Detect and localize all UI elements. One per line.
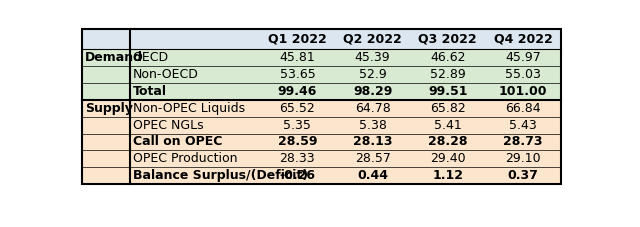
Text: -0.26: -0.26 xyxy=(280,169,316,182)
Text: 52.89: 52.89 xyxy=(430,68,466,81)
Bar xyxy=(129,116,561,133)
Text: 5.43: 5.43 xyxy=(509,118,537,131)
Bar xyxy=(81,29,561,184)
Text: 66.84: 66.84 xyxy=(505,102,541,115)
Text: 53.65: 53.65 xyxy=(280,68,316,81)
Text: 5.35: 5.35 xyxy=(284,118,311,131)
Text: 0.37: 0.37 xyxy=(508,169,538,182)
Text: 52.9: 52.9 xyxy=(358,68,387,81)
Text: 5.41: 5.41 xyxy=(434,118,461,131)
Text: 5.38: 5.38 xyxy=(358,118,387,131)
Text: Supply: Supply xyxy=(84,102,132,115)
Text: Call on OPEC: Call on OPEC xyxy=(132,136,222,148)
Text: 28.59: 28.59 xyxy=(278,136,317,148)
Text: Non-OECD: Non-OECD xyxy=(132,68,198,81)
Bar xyxy=(129,151,561,167)
Text: 0.44: 0.44 xyxy=(357,169,388,182)
Text: 28.33: 28.33 xyxy=(280,152,316,165)
Text: 101.00: 101.00 xyxy=(499,85,547,98)
Bar xyxy=(129,167,561,184)
Bar xyxy=(129,66,561,83)
Text: Total: Total xyxy=(132,85,166,98)
Text: OPEC Production: OPEC Production xyxy=(132,152,237,165)
Bar xyxy=(129,100,561,116)
Text: 98.29: 98.29 xyxy=(353,85,392,98)
Text: 28.57: 28.57 xyxy=(355,152,390,165)
Text: Q4 2022: Q4 2022 xyxy=(493,32,552,45)
Text: Q1 2022: Q1 2022 xyxy=(268,32,327,45)
Bar xyxy=(129,49,561,66)
Text: 45.39: 45.39 xyxy=(355,51,390,64)
Text: 64.78: 64.78 xyxy=(355,102,390,115)
Text: 1.12: 1.12 xyxy=(432,169,463,182)
Text: 65.82: 65.82 xyxy=(430,102,466,115)
Text: 55.03: 55.03 xyxy=(505,68,541,81)
Text: 99.51: 99.51 xyxy=(428,85,467,98)
Bar xyxy=(81,29,561,49)
Text: 45.97: 45.97 xyxy=(505,51,541,64)
Text: Balance Surplus/(Deficit): Balance Surplus/(Deficit) xyxy=(132,169,308,182)
Text: 29.10: 29.10 xyxy=(505,152,541,165)
Text: 65.52: 65.52 xyxy=(280,102,316,115)
Text: 28.13: 28.13 xyxy=(353,136,392,148)
Text: 45.81: 45.81 xyxy=(280,51,316,64)
Text: 29.40: 29.40 xyxy=(430,152,465,165)
Bar xyxy=(129,133,561,151)
Text: Demand: Demand xyxy=(84,51,143,64)
Text: 28.73: 28.73 xyxy=(503,136,543,148)
Text: OECD: OECD xyxy=(132,51,169,64)
Text: 99.46: 99.46 xyxy=(278,85,317,98)
Text: Q3 2022: Q3 2022 xyxy=(419,32,477,45)
Bar xyxy=(81,100,129,184)
Text: OPEC NGLs: OPEC NGLs xyxy=(132,118,204,131)
Text: 46.62: 46.62 xyxy=(430,51,465,64)
Text: Q2 2022: Q2 2022 xyxy=(343,32,402,45)
Bar xyxy=(81,49,129,100)
Bar xyxy=(129,83,561,100)
Text: 28.28: 28.28 xyxy=(428,136,467,148)
Text: Non-OPEC Liquids: Non-OPEC Liquids xyxy=(132,102,245,115)
